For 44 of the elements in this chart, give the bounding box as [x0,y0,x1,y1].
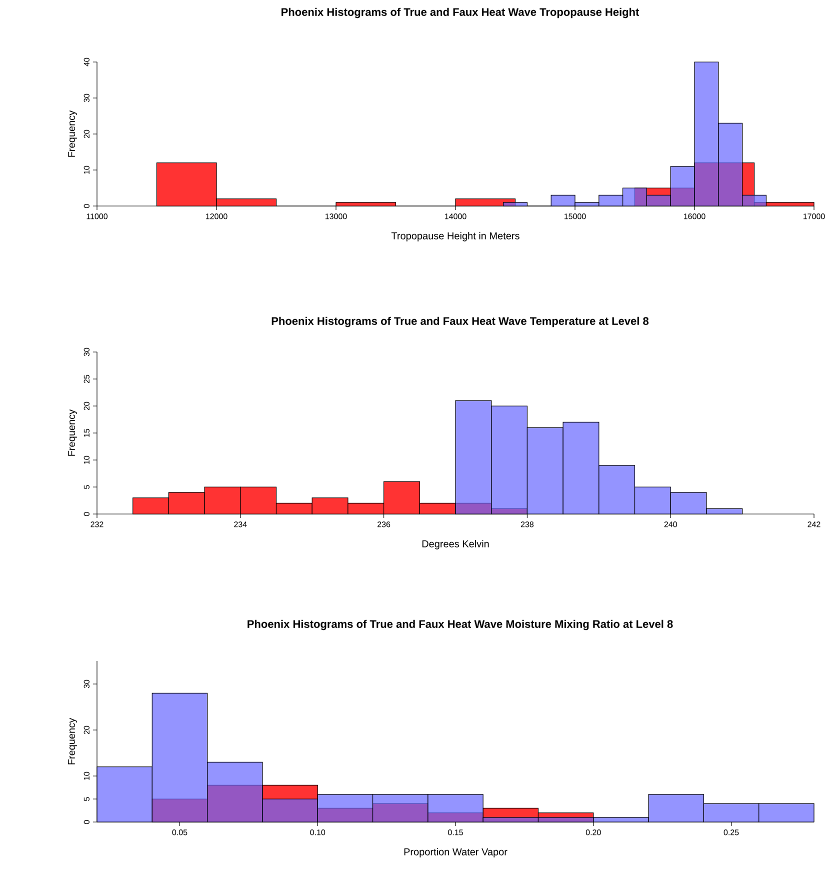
x-axis-title: Tropopause Height in Meters [391,232,520,242]
y-axis-title: Frequency [68,409,77,456]
x-tick-label: 242 [808,522,820,528]
x-tick-label: 17000 [803,214,825,220]
y-tick-label: 5 [84,797,90,801]
y-tick-label: 0 [84,512,90,516]
y-tick-label: 10 [84,456,90,464]
chart-title: Phoenix Histograms of True and Faux Heat Wave Tropopause Height [282,8,640,18]
x-tick-label: 15000 [564,214,586,220]
x-tick-label: 236 [378,522,390,528]
x-tick-label: 13000 [325,214,347,220]
y-axis-title: Frequency [68,718,77,764]
x-tick-label: 14000 [444,214,466,220]
y-tick-label: 5 [84,485,90,489]
chart-title: Phoenix Histograms of True and Faux Heat Wave Moisture Mixing Ratio at Level 8 [248,620,673,630]
chart-title: Phoenix Histograms of True and Faux Heat Wave Temperature at Level 8 [272,316,649,328]
y-tick-label: 30 [84,348,90,356]
y-tick-label: 25 [84,374,90,384]
x-tick-label: 16000 [684,214,706,220]
y-tick-label: 15 [84,428,90,437]
y-axis-title: Frequency [68,110,77,157]
y-tick-label: 20 [84,130,90,138]
y-tick-label: 20 [84,402,90,410]
x-tick-label: 0.10 [310,830,326,836]
x-tick-label: 234 [234,522,247,528]
y-tick-label: 0 [84,204,90,208]
y-tick-label: 0 [84,820,90,824]
y-tick-label: 30 [84,680,90,688]
y-tick-label: 10 [84,772,90,780]
x-tick-label: 232 [90,522,104,528]
y-tick-label: 40 [84,58,90,66]
y-tick-label: 20 [84,726,90,734]
x-tick-label: 0.15 [448,830,463,836]
x-tick-label: 0.05 [172,830,188,836]
x-axis-title: Degrees Kelvin [422,540,489,550]
x-tick-label: 12000 [206,214,228,220]
x-axis-title: Proportion Water Vapor [404,848,508,858]
y-tick-label: 30 [84,94,90,102]
x-tick-label: 240 [664,522,677,528]
x-tick-label: 0.20 [586,830,601,836]
y-tick-label: 10 [84,166,90,174]
x-tick-label: 238 [520,522,534,528]
x-tick-label: 11000 [86,214,108,220]
x-tick-label: 0.25 [724,830,739,836]
